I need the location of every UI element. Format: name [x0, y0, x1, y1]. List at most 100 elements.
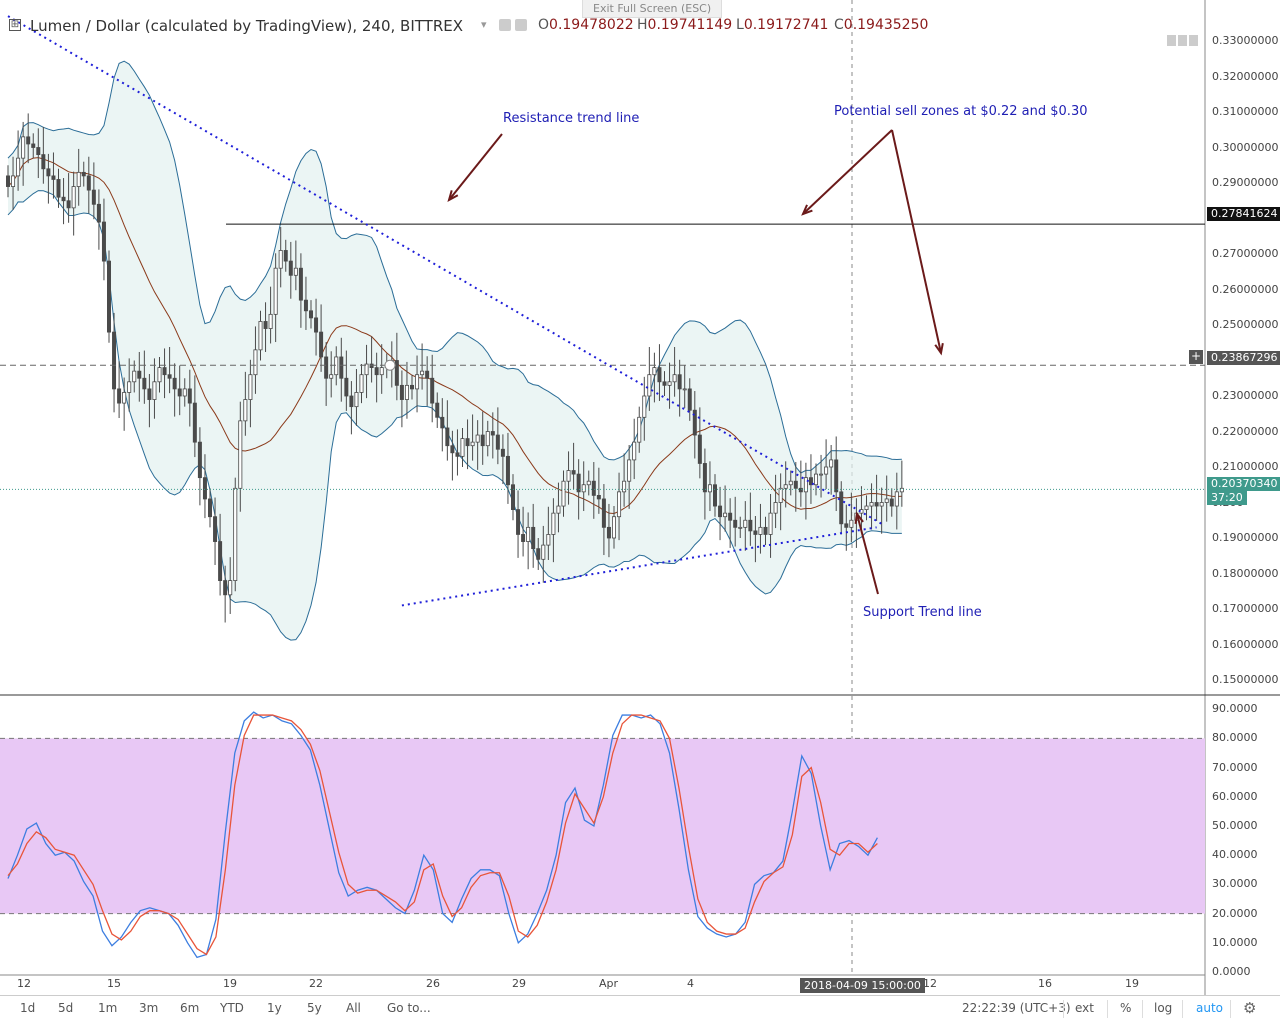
candle-body	[258, 321, 263, 351]
candle-body	[278, 250, 283, 269]
candle	[758, 503, 763, 554]
candle-body	[697, 434, 702, 464]
candle	[26, 113, 31, 164]
timeframe-button-1d[interactable]: 1d	[20, 1001, 36, 1015]
candle-body	[692, 409, 697, 436]
candle	[339, 337, 344, 402]
support-trend-line	[401, 526, 877, 607]
candle-body	[308, 310, 313, 319]
pane-controls[interactable]	[1167, 35, 1200, 49]
candle-body	[354, 392, 359, 408]
candle-body	[96, 203, 101, 223]
candle	[404, 361, 409, 419]
candle	[571, 442, 576, 490]
sell-zone-arrow-2	[891, 129, 944, 356]
candle-body	[21, 136, 26, 159]
crosshair-time-label: 2018-04-09 15:00:00	[800, 978, 925, 993]
candle	[16, 130, 21, 191]
timeframe-button-3m[interactable]: 3m	[139, 1001, 159, 1015]
candle-body	[743, 519, 748, 528]
candle-body	[324, 356, 329, 379]
candle-body	[793, 480, 798, 489]
candle-body	[687, 388, 692, 411]
candle	[642, 376, 647, 441]
candle	[91, 162, 96, 220]
candle	[596, 467, 601, 514]
auto-scale-toggle[interactable]: auto	[1196, 1001, 1224, 1015]
timeframe-button-ytd[interactable]: YTD	[220, 1001, 244, 1015]
chevron-down-icon[interactable]: ▾	[481, 18, 487, 31]
candle	[308, 300, 313, 329]
candle	[627, 444, 632, 509]
candle	[182, 378, 187, 407]
candle-body	[112, 331, 117, 390]
candle	[788, 470, 793, 496]
candle	[31, 133, 36, 159]
collapse-toggle-icon[interactable]: ⊞	[9, 19, 21, 31]
candle-body	[874, 502, 879, 507]
timeframe-button-1y[interactable]: 1y	[267, 1001, 282, 1015]
candle	[132, 360, 137, 393]
percent-scale-toggle[interactable]: %	[1120, 1001, 1132, 1015]
gear-icon[interactable]: ⚙	[1243, 999, 1257, 1017]
candle	[243, 371, 248, 436]
candle-body	[41, 154, 46, 170]
candle-body	[425, 370, 430, 379]
candle-body	[490, 431, 495, 436]
arrow-shaft	[856, 513, 879, 595]
candle	[521, 506, 526, 557]
candle-body	[122, 392, 127, 404]
exit-fullscreen-button[interactable]: Exit Full Screen (ESC)	[582, 0, 723, 18]
resistance-arrow	[447, 133, 503, 203]
candle-body	[288, 260, 293, 276]
pane-up-icon[interactable]	[1167, 35, 1176, 46]
symbol-title[interactable]: Lumen / Dollar (calculated by TradingVie…	[30, 17, 464, 35]
candle-body	[16, 157, 21, 177]
clock[interactable]: 22:22:39 (UTC+3)	[962, 1001, 1071, 1015]
pane-maximize-icon[interactable]	[1189, 35, 1198, 46]
price-tick-label: 0.16000000	[1212, 637, 1279, 651]
candle	[672, 347, 677, 397]
timeframe-button-1m[interactable]: 1m	[98, 1001, 118, 1015]
candle	[430, 354, 435, 423]
timeframe-button-5y[interactable]: 5y	[307, 1001, 322, 1015]
close-icon[interactable]	[515, 19, 527, 31]
goto-button[interactable]: Go to...	[387, 1001, 431, 1015]
candle-body	[662, 381, 667, 386]
price-tick-label: 0.21000000	[1212, 460, 1279, 473]
candle	[723, 485, 728, 532]
add-alert-icon[interactable]: +	[1189, 349, 1203, 364]
candle-body	[612, 516, 617, 539]
candle	[263, 302, 268, 352]
candle	[748, 492, 753, 546]
log-scale-toggle[interactable]: log	[1154, 1001, 1173, 1015]
candle-body	[808, 477, 813, 486]
ohlc-open: O0.19478022	[538, 17, 634, 33]
timeframe-button-6m[interactable]: 6m	[180, 1001, 200, 1015]
candle-body	[329, 374, 334, 379]
price-tick-label: 0.31000000	[1212, 105, 1279, 118]
candle	[485, 420, 490, 457]
candle-body	[132, 370, 137, 383]
candle-body	[551, 512, 556, 535]
resistance-annotation: Resistance trend line	[503, 111, 640, 126]
candle	[884, 475, 889, 522]
candle-body	[713, 484, 718, 507]
candle-body	[465, 438, 470, 447]
candle	[844, 504, 849, 551]
ext-hours-toggle[interactable]: ext	[1075, 1001, 1094, 1015]
candlesticks	[6, 113, 904, 623]
settings-icon[interactable]	[499, 19, 511, 31]
timeframe-button-5d[interactable]: 5d	[58, 1001, 74, 1015]
pane-down-icon[interactable]	[1178, 35, 1187, 46]
candle	[632, 418, 637, 480]
candle-body	[864, 505, 869, 510]
stoch-tick-label: 80.0000	[1212, 731, 1258, 745]
candle	[11, 156, 16, 210]
candle-body	[748, 519, 753, 532]
timeframe-button-all[interactable]: All	[346, 1001, 361, 1015]
candle	[718, 486, 723, 541]
candle	[475, 420, 480, 470]
candle	[420, 343, 425, 390]
